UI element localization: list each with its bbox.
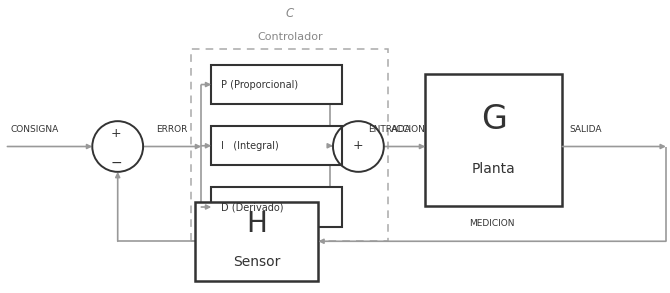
Text: D (Derivado): D (Derivado)	[220, 202, 283, 212]
Text: ERROR: ERROR	[157, 125, 188, 134]
Bar	[211, 126, 342, 166]
Text: G: G	[481, 103, 507, 136]
Text: +: +	[353, 139, 364, 151]
Text: H: H	[246, 210, 267, 238]
Text: +: +	[111, 127, 122, 140]
Text: Controlador: Controlador	[257, 32, 323, 42]
Text: P (Proporcional): P (Proporcional)	[220, 79, 297, 90]
Text: C: C	[285, 7, 294, 20]
Text: −: −	[111, 156, 122, 170]
Text: CONSIGNA: CONSIGNA	[11, 125, 59, 134]
Bar	[425, 74, 562, 206]
Text: ACCION: ACCION	[391, 125, 425, 134]
Text: I   (Integral): I (Integral)	[220, 141, 279, 151]
Text: Planta: Planta	[472, 162, 516, 176]
Text: ENTRADA: ENTRADA	[369, 125, 411, 134]
Text: MEDICION: MEDICION	[470, 219, 515, 228]
Text: Sensor: Sensor	[232, 255, 280, 269]
Bar	[194, 202, 318, 281]
Bar	[211, 187, 342, 227]
Text: SALIDA: SALIDA	[569, 125, 602, 134]
Bar	[211, 65, 342, 104]
Bar	[191, 49, 389, 241]
